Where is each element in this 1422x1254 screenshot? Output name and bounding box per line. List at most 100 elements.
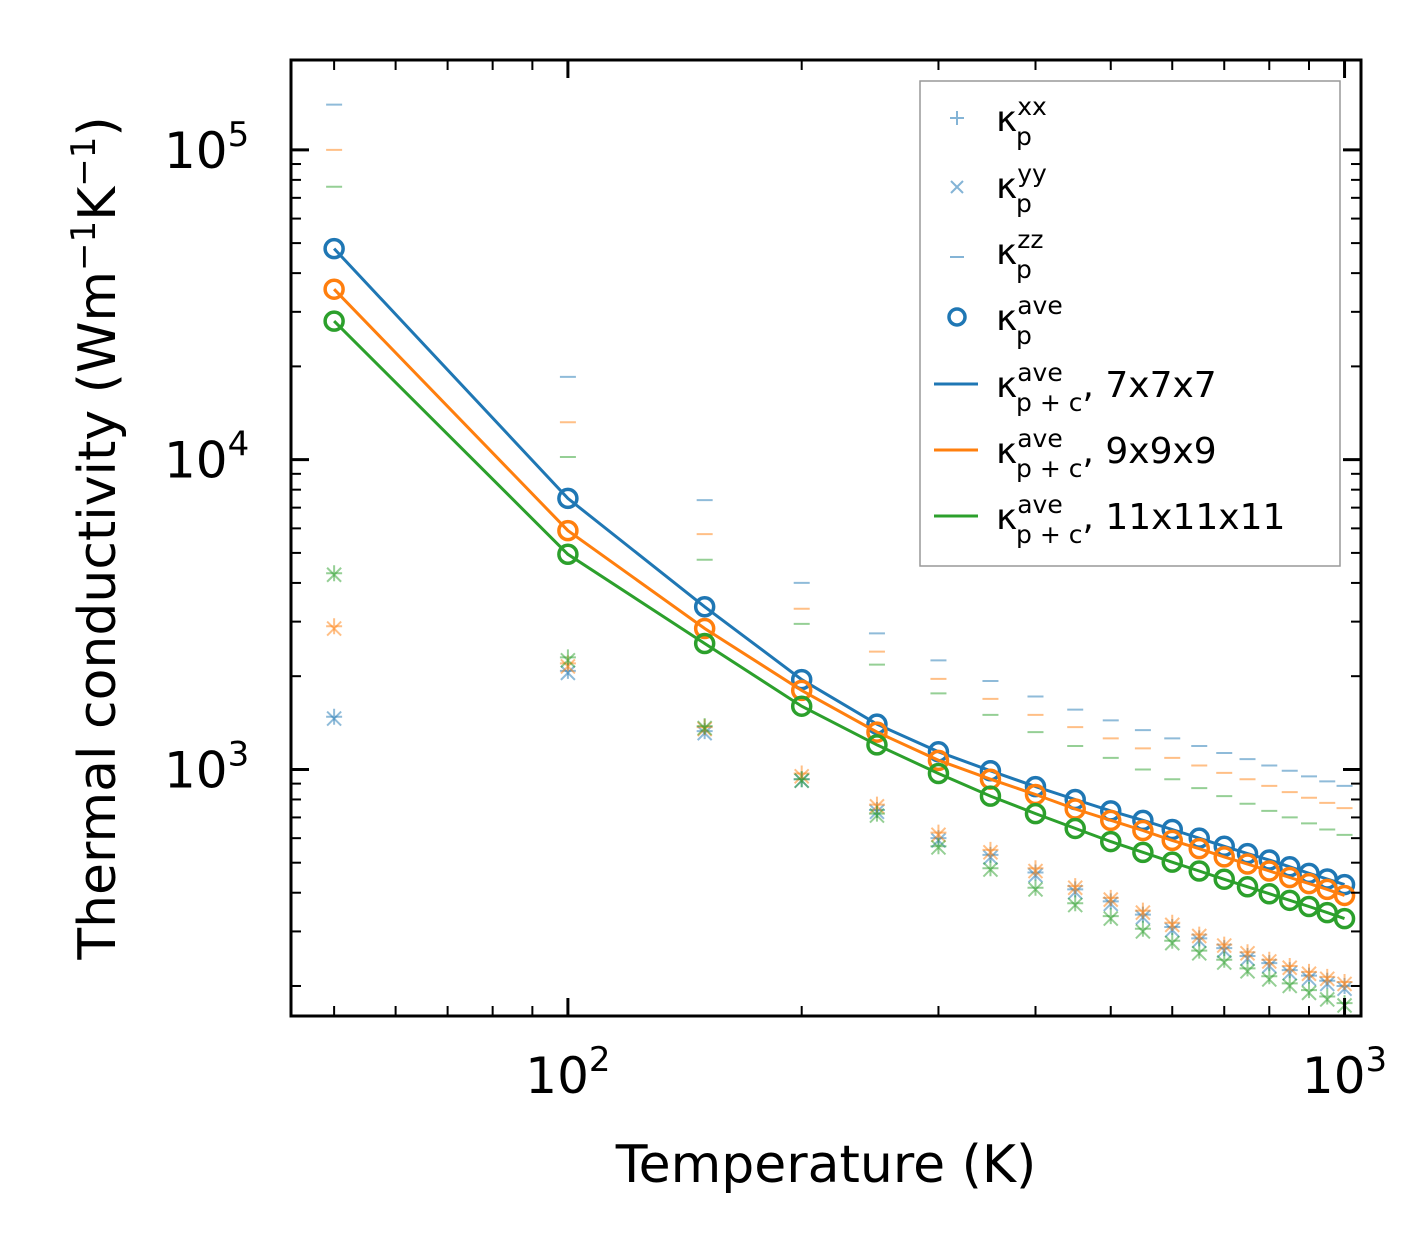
kave-point bbox=[1064, 817, 1086, 840]
kxx-point bbox=[1281, 958, 1298, 975]
kyy-point bbox=[1135, 904, 1151, 921]
kpc-line bbox=[333, 288, 1345, 897]
kyy-point bbox=[1191, 945, 1207, 961]
kave-point bbox=[1161, 851, 1183, 873]
kxx-point bbox=[1191, 942, 1208, 959]
kave-point bbox=[1298, 872, 1320, 895]
legend-sup: ave bbox=[1017, 291, 1063, 320]
legend-symbol: κ bbox=[996, 232, 1017, 273]
kxx-point bbox=[1027, 879, 1044, 896]
kyy-point bbox=[1103, 891, 1119, 908]
x-tick-label-base: 10 bbox=[525, 1047, 589, 1105]
kyy-point bbox=[326, 567, 342, 583]
kyy-point bbox=[1336, 976, 1353, 992]
kxx-point bbox=[1301, 963, 1318, 980]
legend-sub: p + c bbox=[1016, 520, 1082, 549]
kave-point bbox=[693, 632, 716, 655]
kave-point bbox=[866, 734, 888, 756]
kyy-point bbox=[1067, 880, 1083, 896]
legend-symbol: κ bbox=[996, 497, 1017, 538]
kyy-point bbox=[982, 844, 999, 861]
kyy-point bbox=[1067, 897, 1083, 913]
kyy-point bbox=[326, 710, 342, 727]
kxx-point bbox=[1319, 968, 1336, 985]
x-tick-label: 102 bbox=[525, 1040, 610, 1105]
y-tick-label: 105 bbox=[164, 115, 249, 180]
kave-point bbox=[1278, 866, 1301, 889]
kave-point bbox=[1100, 830, 1122, 853]
legend-symbol: κ bbox=[996, 365, 1017, 406]
kxx-point bbox=[696, 718, 713, 735]
kyy-point bbox=[1027, 881, 1044, 898]
kxx-point bbox=[1134, 902, 1151, 919]
kyy-point bbox=[930, 827, 947, 843]
kave-point bbox=[979, 785, 1002, 807]
kave-point bbox=[1333, 884, 1356, 907]
kyy-point bbox=[1103, 910, 1119, 927]
kyy-point bbox=[1319, 971, 1335, 987]
legend-sup: yy bbox=[1017, 159, 1047, 188]
y-tick-label-base: 10 bbox=[164, 432, 228, 490]
kave-point bbox=[927, 762, 950, 785]
kxx-point bbox=[1102, 889, 1119, 906]
legend-label: κyy p bbox=[996, 159, 1047, 218]
kxx-point bbox=[1216, 951, 1233, 968]
kave-point bbox=[557, 519, 579, 542]
kyy-point bbox=[1282, 978, 1298, 994]
kave-point bbox=[1213, 846, 1235, 868]
kave-point bbox=[1161, 829, 1183, 852]
kxx-point bbox=[1301, 982, 1318, 999]
kxx-point bbox=[326, 565, 343, 582]
kxx-point bbox=[1027, 860, 1044, 877]
kave-point bbox=[1258, 849, 1281, 871]
legend-label: κzz p bbox=[996, 225, 1043, 284]
kave-point bbox=[557, 543, 579, 566]
kyy-point bbox=[1239, 945, 1256, 961]
y-axis-label-main: Thermal conductivity (Wm bbox=[68, 271, 128, 961]
y-axis-label-exp-2: −1 bbox=[64, 137, 104, 187]
x-axis-label: Temperature (K) bbox=[615, 1135, 1037, 1195]
y-tick-label-exp: 5 bbox=[228, 115, 250, 155]
legend-sup: ave bbox=[1017, 424, 1063, 453]
kyy-point bbox=[1191, 928, 1207, 944]
kxx-point bbox=[930, 824, 947, 841]
kpc-line bbox=[333, 247, 1345, 887]
kave-point bbox=[1188, 860, 1210, 882]
kxx-point bbox=[1261, 951, 1278, 968]
y-tick-label-base: 10 bbox=[164, 122, 228, 180]
kave-point bbox=[1188, 837, 1210, 860]
legend-label: κave p bbox=[996, 291, 1063, 350]
kave-point bbox=[1132, 819, 1154, 842]
legend-sub: p + c bbox=[1016, 388, 1082, 417]
kave-point bbox=[790, 668, 813, 691]
legend-sub: p bbox=[1016, 321, 1032, 350]
kxx-point bbox=[559, 649, 576, 666]
kave-point bbox=[1258, 860, 1281, 882]
kxx-point bbox=[1134, 920, 1151, 937]
kave-point bbox=[323, 310, 345, 332]
kxx-point bbox=[326, 708, 343, 725]
legend-sub: p bbox=[1016, 189, 1032, 218]
legend-sup: ave bbox=[1017, 358, 1063, 387]
kxx-point bbox=[868, 805, 885, 822]
legend-symbol: κ bbox=[996, 166, 1017, 207]
kxx-point bbox=[1239, 960, 1256, 977]
legend-marker-circle bbox=[947, 307, 967, 327]
y-tick-label-exp: 4 bbox=[228, 425, 250, 465]
x-tick-label-base: 10 bbox=[1302, 1047, 1366, 1105]
kyy-point bbox=[1301, 966, 1317, 982]
kyy-point bbox=[982, 861, 999, 878]
y-tick-label: 103 bbox=[164, 734, 249, 799]
kyy-point bbox=[869, 807, 885, 824]
legend-symbol: κ bbox=[996, 431, 1017, 472]
kyy-point bbox=[1027, 863, 1044, 879]
kyy-point bbox=[1301, 985, 1317, 1001]
kyy-point bbox=[560, 652, 576, 669]
kave-point bbox=[1333, 907, 1356, 930]
y-tick-label-base: 10 bbox=[164, 741, 228, 799]
kyy-point bbox=[696, 720, 713, 736]
kyy-point bbox=[1135, 923, 1151, 940]
